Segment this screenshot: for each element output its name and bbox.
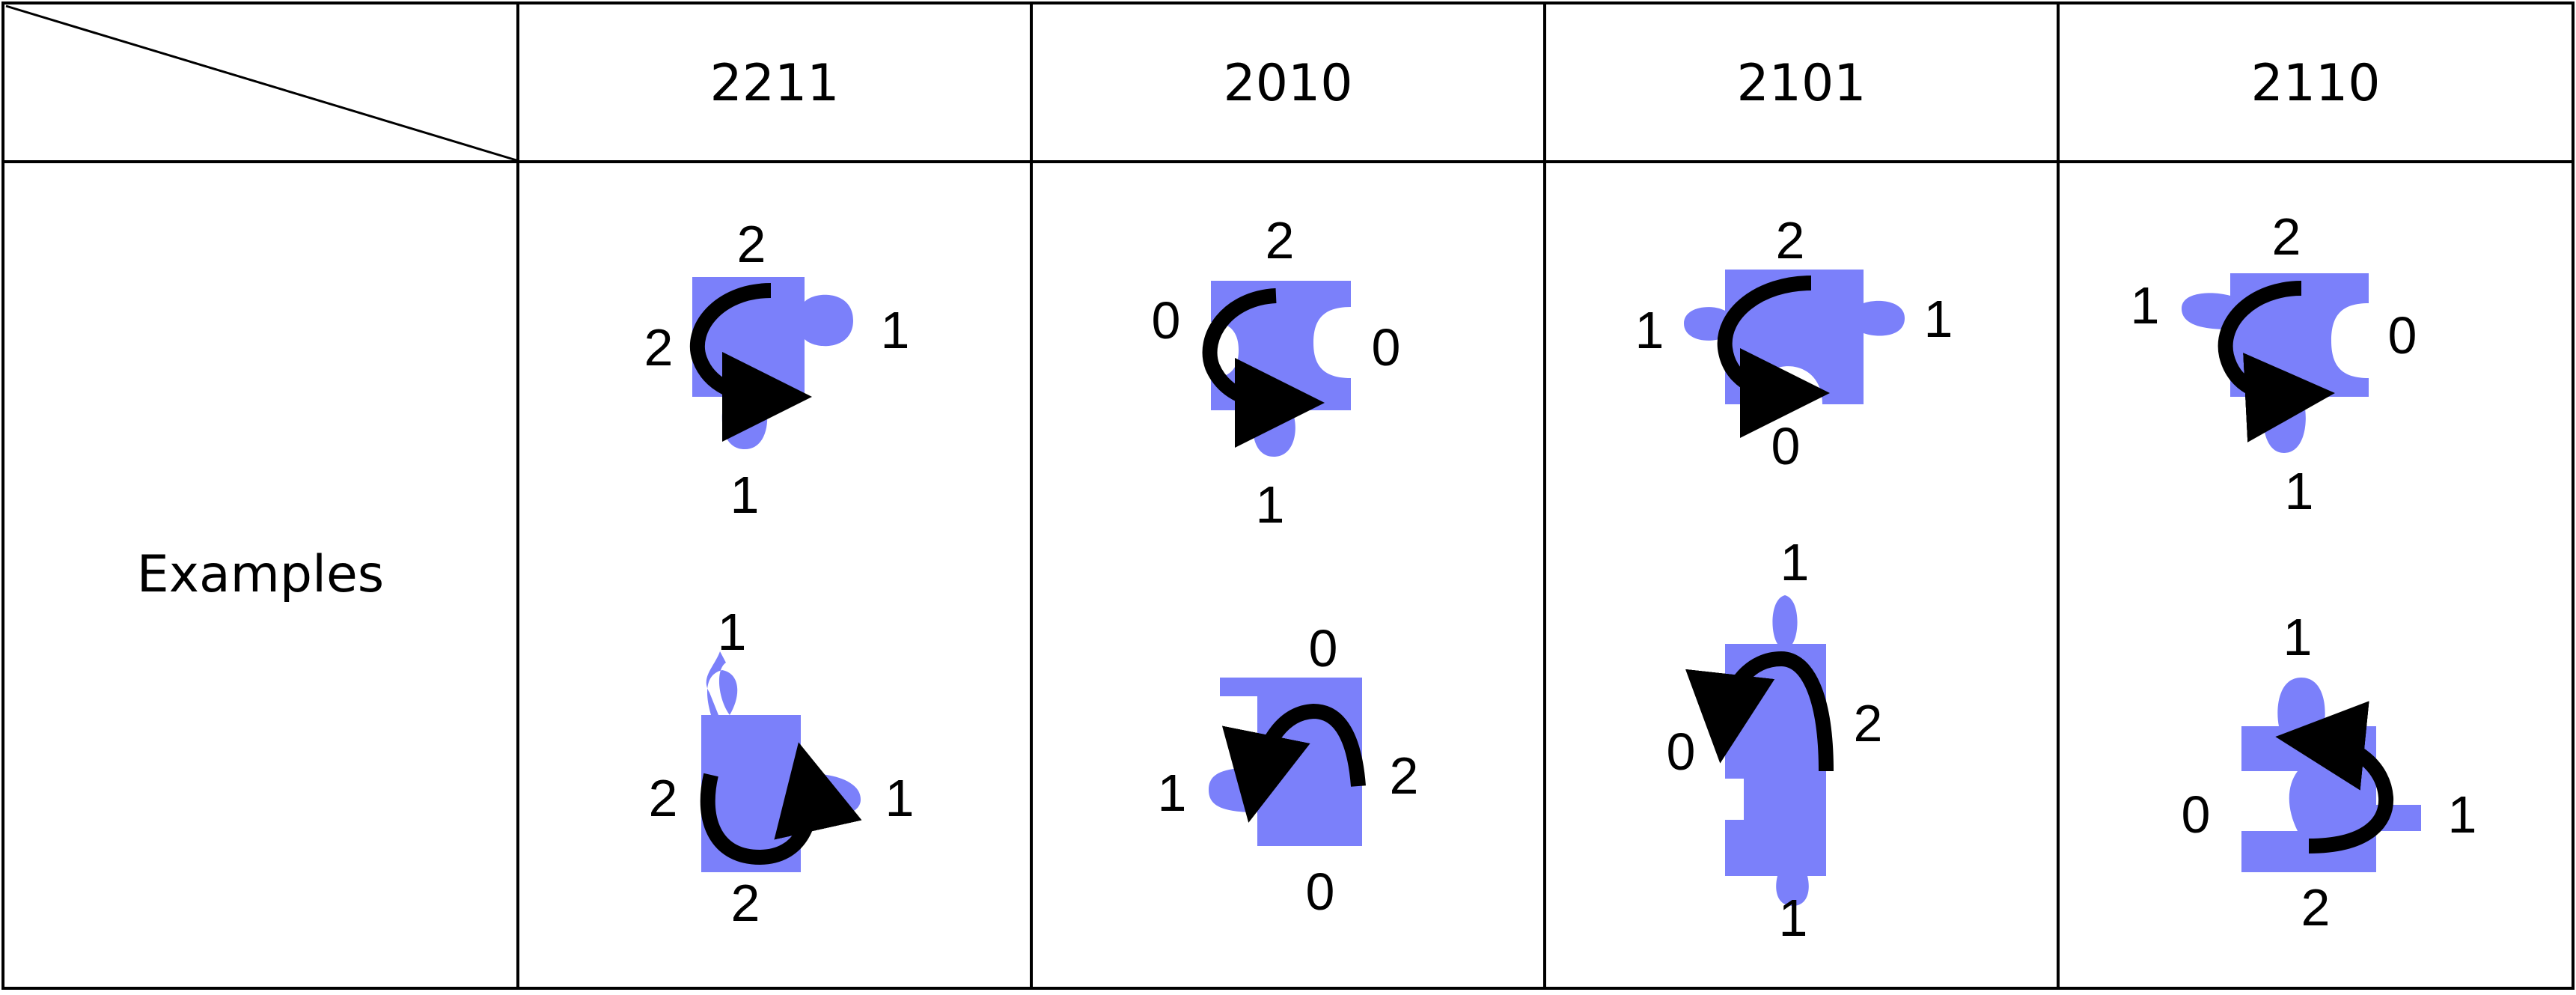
puzzle-piece-example: 2 2 1 1 bbox=[644, 215, 910, 524]
edge-label-top: 2 bbox=[737, 215, 766, 273]
column-header: 2101 bbox=[1736, 54, 1866, 113]
edge-label-left: 0 bbox=[2182, 785, 2211, 844]
rotation-arrow bbox=[689, 283, 812, 442]
puzzle-piece-example: 1 0 2 1 bbox=[1667, 533, 1883, 947]
puzzle-piece-example: 2 0 0 1 bbox=[1152, 211, 1401, 534]
column-header: 2010 bbox=[1223, 54, 1352, 113]
edge-label-left: 1 bbox=[2131, 276, 2160, 335]
edge-label-right: 1 bbox=[1924, 290, 1953, 348]
edge-label-left: 2 bbox=[644, 318, 674, 377]
edge-label-right: 1 bbox=[885, 769, 915, 827]
row-label: Examples bbox=[137, 545, 384, 604]
edge-label-bottom: 1 bbox=[1779, 889, 1808, 947]
corner-diagonal bbox=[5, 4, 517, 162]
edge-label-top: 2 bbox=[1776, 211, 1805, 270]
edge-label-bottom: 1 bbox=[2285, 462, 2314, 520]
edge-label-left: 0 bbox=[1667, 722, 1696, 781]
edge-label-right: 1 bbox=[881, 301, 910, 359]
edge-label-right: 0 bbox=[1372, 318, 1401, 377]
edge-label-right: 2 bbox=[1854, 694, 1883, 752]
puzzle-piece-shape bbox=[1209, 678, 1362, 846]
edge-label-bottom: 0 bbox=[1306, 862, 1335, 921]
edge-label-top: 1 bbox=[718, 603, 747, 661]
edge-label-left: 1 bbox=[1158, 764, 1187, 822]
edge-label-top: 2 bbox=[1266, 211, 1295, 270]
edge-label-top: 1 bbox=[2283, 608, 2313, 666]
edge-label-right: 1 bbox=[2448, 785, 2477, 844]
column-header: 2110 bbox=[2250, 54, 2380, 113]
puzzle-piece-example: 2 1 1 0 bbox=[1635, 211, 1953, 475]
edge-label-top: 2 bbox=[2272, 207, 2301, 266]
edge-label-right: 2 bbox=[1390, 746, 1419, 805]
rotation-arrow bbox=[2275, 701, 2394, 853]
puzzle-piece-shape bbox=[1725, 595, 1826, 906]
edge-label-left: 2 bbox=[649, 769, 678, 827]
edge-label-top: 1 bbox=[1780, 533, 1810, 591]
puzzle-piece-example: 1 2 1 2 bbox=[649, 603, 915, 932]
rotation-arrow bbox=[1685, 651, 1834, 772]
edge-label-left: 1 bbox=[1635, 301, 1664, 359]
puzzle-piece-example: 2 1 0 1 bbox=[2131, 207, 2417, 520]
rotation-arrow bbox=[2218, 281, 2335, 442]
puzzle-piece-shape bbox=[2182, 273, 2369, 453]
puzzle-piece-example: 1 0 1 2 bbox=[2182, 608, 2477, 937]
rotation-arrow bbox=[1221, 703, 1366, 823]
edge-label-bottom: 2 bbox=[731, 874, 760, 932]
edge-label-left: 0 bbox=[1152, 291, 1181, 350]
edge-label-top: 0 bbox=[1309, 619, 1338, 678]
edge-label-right: 0 bbox=[2388, 306, 2417, 365]
rotation-arrow bbox=[1202, 288, 1325, 448]
edge-label-bottom: 1 bbox=[1256, 475, 1285, 534]
column-header: 2211 bbox=[709, 54, 839, 113]
rotation-arrow bbox=[700, 742, 862, 865]
rotation-arrow bbox=[1717, 276, 1830, 438]
edge-label-bottom: 0 bbox=[1771, 417, 1801, 475]
edge-label-bottom: 2 bbox=[2301, 878, 2331, 937]
puzzle-piece-example: 0 1 2 0 bbox=[1158, 619, 1419, 921]
edge-label-bottom: 1 bbox=[730, 466, 760, 524]
